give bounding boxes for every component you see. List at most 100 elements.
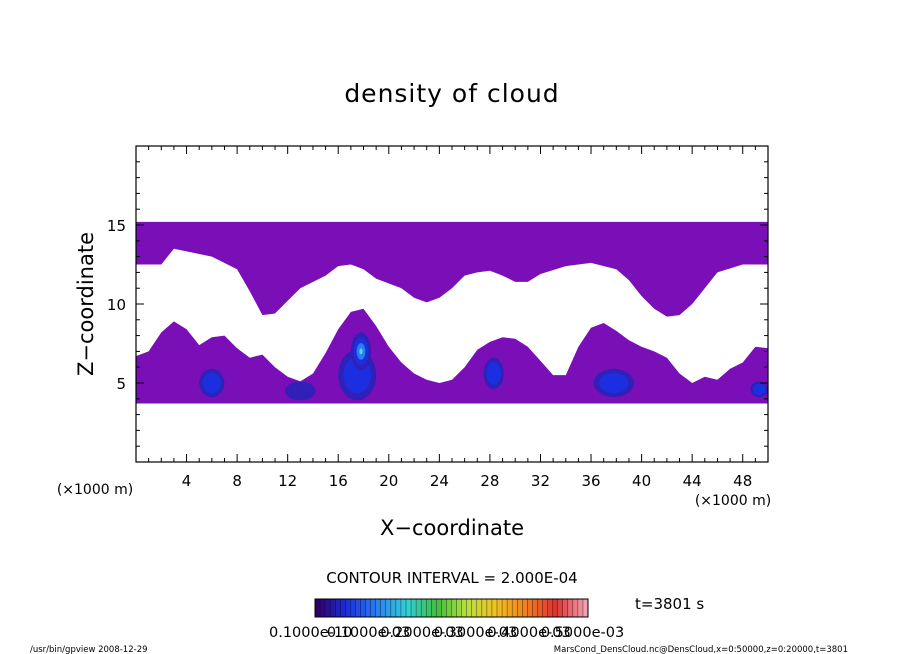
colorbar-swatch [572,599,579,617]
x-axis-ticks: 4 8 12 16 20 24 28 32 36 40 44 48 [148,146,756,490]
dense-core-4 [350,332,372,371]
colorbar-swatch [436,599,442,617]
colorbar [314,599,589,617]
colorbar-swatch [456,599,462,617]
colorbar-swatch [557,599,564,617]
colorbar-swatch [365,599,371,617]
colorbar-swatch [330,599,336,617]
y-tick-label: 15 [107,217,126,235]
colorbar-swatch [416,599,422,617]
source-footer: MarsCond_DensCloud.nc@DensCloud,x=0:5000… [554,645,848,654]
colorbar-swatch [390,599,397,617]
colorbar-swatch [370,599,376,617]
x-tick-label: 16 [329,472,348,490]
colorbar-swatch [486,599,493,617]
colorbar-swatch [567,599,574,617]
x-tick-label: 24 [430,472,449,490]
plot-area [136,221,768,404]
colorbar-swatch [320,599,326,617]
colorbar-label: 0.1000e-10 [269,625,352,641]
colorbar-swatch [547,599,553,617]
colorbar-swatch [395,599,402,617]
upper-cloud-layer [136,221,768,317]
colorbar-swatch [517,599,523,617]
x-tick-label: 28 [480,472,499,490]
colorbar-swatch [577,599,584,617]
colorbar-swatch [431,599,437,617]
lower-cloud-layer [136,308,768,404]
colorbar-swatch [537,599,543,617]
colorbar-swatch [406,599,412,617]
colorbar-swatch [461,599,467,617]
x-tick-label: 4 [182,472,192,490]
colorbar-swatch [512,599,518,617]
colorbar-swatch [350,599,356,617]
dense-core-5 [483,357,504,390]
colorbar-swatch [421,599,427,617]
cloud-layers [136,221,768,404]
program-footer: /usr/bin/gpview 2008-12-29 [30,645,148,654]
colorbar-swatch [502,599,508,617]
colorbar-swatch [385,599,392,617]
colorbar-swatch [315,599,321,617]
colorbar-swatch [426,599,432,617]
colorbar-swatch [527,599,533,617]
x-tick-label: 8 [232,472,242,490]
time-label: t=3801 s [635,595,704,613]
colorbar-labels: 0.1000e-100.1000e-030.2000e-030.3000e-03… [269,625,624,641]
x-unit-right: (×1000 m) [695,493,771,509]
colorbar-swatch [375,599,382,617]
colorbar-swatch [471,599,478,617]
colorbar-swatch [552,599,558,617]
colorbar-label: 0.3000e-03 [434,625,517,641]
colorbar-label: 0.2000e-03 [380,625,463,641]
x-tick-label: 12 [278,472,297,490]
x-tick-label: 20 [379,472,398,490]
colorbar-swatch [507,599,513,617]
x-tick-label: 48 [733,472,752,490]
contour-interval-label: CONTOUR INTERVAL = 2.000E-04 [326,569,577,587]
colorbar-swatch [562,599,569,617]
x-tick-label: 32 [531,472,550,490]
y-axis-label: Z−coordinate [74,232,98,376]
colorbar-swatch [355,599,361,617]
x-tick-label: 36 [581,472,600,490]
colorbar-swatch [335,599,341,617]
colorbar-swatch [325,599,331,617]
dense-core-6 [593,368,634,398]
colorbar-swatch [340,599,346,617]
colorbar-swatch [400,599,407,617]
colorbar-swatch [466,599,473,617]
colorbar-swatch [411,599,417,617]
x-tick-label: 44 [683,472,702,490]
colorbar-label: 0.5000e-03 [541,625,624,641]
x-unit-left: (×1000 m) [57,482,133,498]
colorbar-swatch [476,599,483,617]
dense-core-1 [199,368,225,398]
colorbar-swatch [497,599,503,617]
colorbar-frame [314,598,589,618]
colorbar-swatch [582,599,589,617]
chart-title: density of cloud [344,79,559,108]
y-tick-label: 10 [107,296,126,314]
y-tick-label: 5 [116,375,126,393]
colorbar-label: 0.1000e-03 [327,625,410,641]
cloud-dense-cores [199,332,768,401]
dense-core-2 [285,381,316,401]
colorbar-swatch [380,599,387,617]
colorbar-swatch [345,599,351,617]
dense-core-7 [750,381,768,398]
colorbar-swatch [446,599,452,617]
colorbar-swatch [441,599,447,617]
colorbar-swatch [542,599,548,617]
colorbar-label: 0.4000e-03 [487,625,570,641]
colorbar-swatch [522,599,528,617]
x-tick-label: 40 [632,472,651,490]
y-axis-ticks: 5 10 15 [107,161,768,447]
colorbar-swatch [532,599,538,617]
colorbar-swatch [451,599,457,617]
colorbar-swatch [481,599,488,617]
colorbar-swatch [360,599,366,617]
x-axis-label: X−coordinate [380,516,524,540]
